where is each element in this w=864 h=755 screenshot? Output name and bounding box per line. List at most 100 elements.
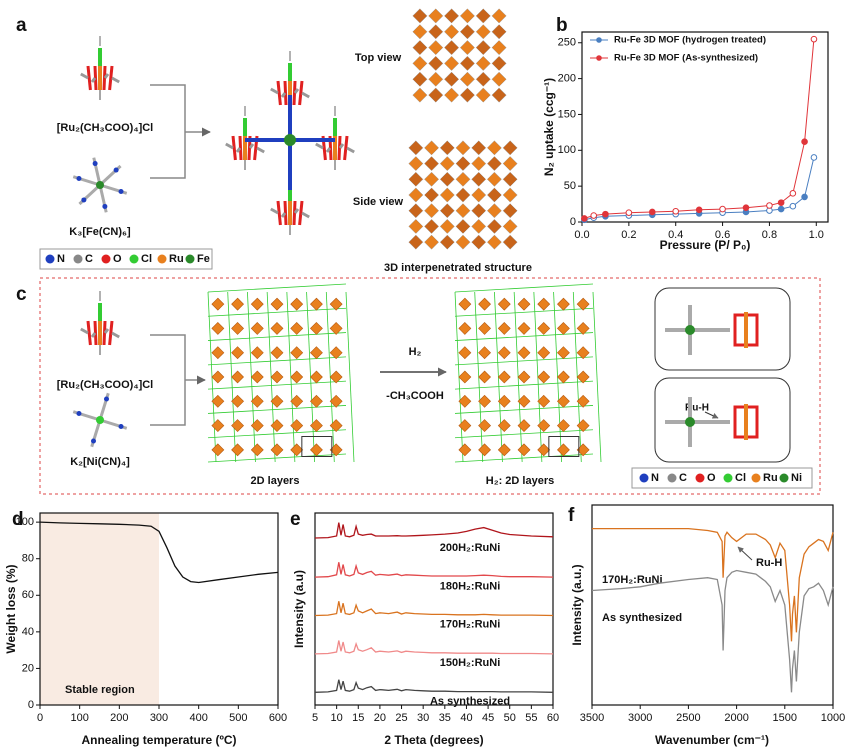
atom-swatch [45, 254, 55, 264]
structure-graphic [487, 219, 502, 234]
structure-graphic [459, 87, 475, 103]
legend-label: Ru-Fe 3D MOF (hydrogen treated) [614, 35, 766, 46]
structure-graphic [576, 370, 590, 384]
data-point [810, 154, 818, 161]
x-tick-label: 1500 [773, 712, 797, 724]
data-point [801, 193, 808, 201]
structure-graphic [537, 346, 551, 360]
structure-graphic [497, 297, 511, 311]
data-line [314, 640, 554, 655]
structure-graphic [471, 203, 487, 219]
atom-swatch [157, 254, 167, 264]
structure-graphic [497, 419, 511, 432]
x-tick-label: 600 [269, 712, 287, 724]
structure-graphic [231, 346, 244, 360]
structure-graphic [475, 40, 491, 56]
structure-graphic [576, 419, 590, 432]
structure-graphic [276, 200, 282, 226]
structure-graphic [96, 416, 104, 424]
x-tick-label: 50 [504, 712, 516, 724]
structure-graphic [557, 394, 570, 408]
atom-label: O [113, 253, 122, 265]
structure-graphic [225, 142, 234, 150]
structure-graphic [293, 208, 300, 214]
structure-graphic [478, 370, 491, 384]
structure-graphic [424, 234, 439, 250]
atom-label: C [85, 253, 93, 265]
structure-graphic [424, 187, 439, 203]
x-tick-label: 2500 [676, 712, 700, 724]
structure-graphic [290, 322, 304, 335]
structure-graphic [454, 307, 594, 317]
legend-label: Ru-Fe 3D MOF (As-synthesized) [614, 53, 758, 64]
structure-graphic [517, 443, 531, 457]
structure-graphic [428, 40, 444, 56]
structure-graphic [118, 189, 124, 195]
data-point [766, 202, 773, 209]
structure-graphic [458, 419, 472, 432]
structure-graphic [557, 297, 570, 311]
structure-graphic [491, 40, 507, 56]
structure-graphic [455, 187, 471, 203]
structure-graphic [471, 234, 487, 250]
structure-graphic [408, 140, 424, 156]
structure-graphic [475, 55, 491, 71]
x-axis-label: Annealing temperature (ºC) [81, 733, 236, 747]
structure-graphic [497, 443, 511, 457]
structure-graphic [103, 73, 110, 79]
structure-graphic [424, 171, 439, 187]
structure-graphic [537, 419, 551, 432]
x-tick-label: 5 [312, 712, 318, 724]
reagent-label: H₂ [409, 346, 422, 358]
structure-graphic [454, 356, 594, 366]
structure-graphic [439, 156, 455, 171]
structure-graphic [424, 140, 439, 156]
x-tick-label: 30 [417, 712, 429, 724]
structure-graphic [231, 394, 244, 408]
structure-graphic [491, 71, 507, 87]
structure-graphic [235, 147, 242, 153]
data-point [648, 208, 656, 216]
structure-graphic [290, 370, 304, 384]
structure-graphic [338, 143, 345, 149]
structure-graphic [292, 200, 297, 226]
structure-graphic [211, 346, 225, 360]
series-label: As synthesized [602, 612, 682, 624]
structure-graphic [576, 346, 590, 360]
y-tick-label: 0 [570, 216, 576, 228]
structure-graphic [428, 8, 444, 24]
structure-graphic [290, 394, 304, 408]
structure-graphic [108, 65, 114, 91]
panel-letter: c [16, 284, 27, 305]
y-axis-label: Intensity (a.u) [292, 570, 306, 648]
structure-graphic [502, 156, 518, 171]
structure-graphic [408, 171, 424, 187]
structure-graphic [80, 327, 89, 335]
structure-graphic [475, 8, 491, 24]
structure-graphic [310, 297, 323, 311]
structure-graphic [412, 40, 428, 56]
structure-graphic [248, 143, 255, 149]
structure-graphic [86, 320, 92, 346]
x-tick-label: 15 [352, 712, 364, 724]
structure-graphic [428, 87, 444, 103]
data-point [581, 215, 588, 222]
x-tick-label: 25 [395, 712, 407, 724]
structure-graphic [412, 87, 428, 103]
structure-graphic [478, 394, 491, 408]
structure-graphic [293, 88, 300, 94]
structure-graphic [207, 332, 347, 341]
structure-graphic [459, 55, 475, 71]
structure-graphic [301, 211, 310, 219]
structure-graphic [428, 24, 444, 40]
data-line [314, 679, 554, 693]
structure-graphic [517, 394, 531, 408]
structure-graphic [93, 65, 98, 91]
panel-letter: b [556, 15, 568, 36]
x-tick-label: 10 [331, 712, 343, 724]
data-point [625, 209, 633, 216]
structure-graphic [310, 419, 323, 432]
structure-graphic [301, 436, 333, 457]
structure-graphic [292, 80, 297, 106]
y-tick-label: 0 [28, 699, 34, 711]
